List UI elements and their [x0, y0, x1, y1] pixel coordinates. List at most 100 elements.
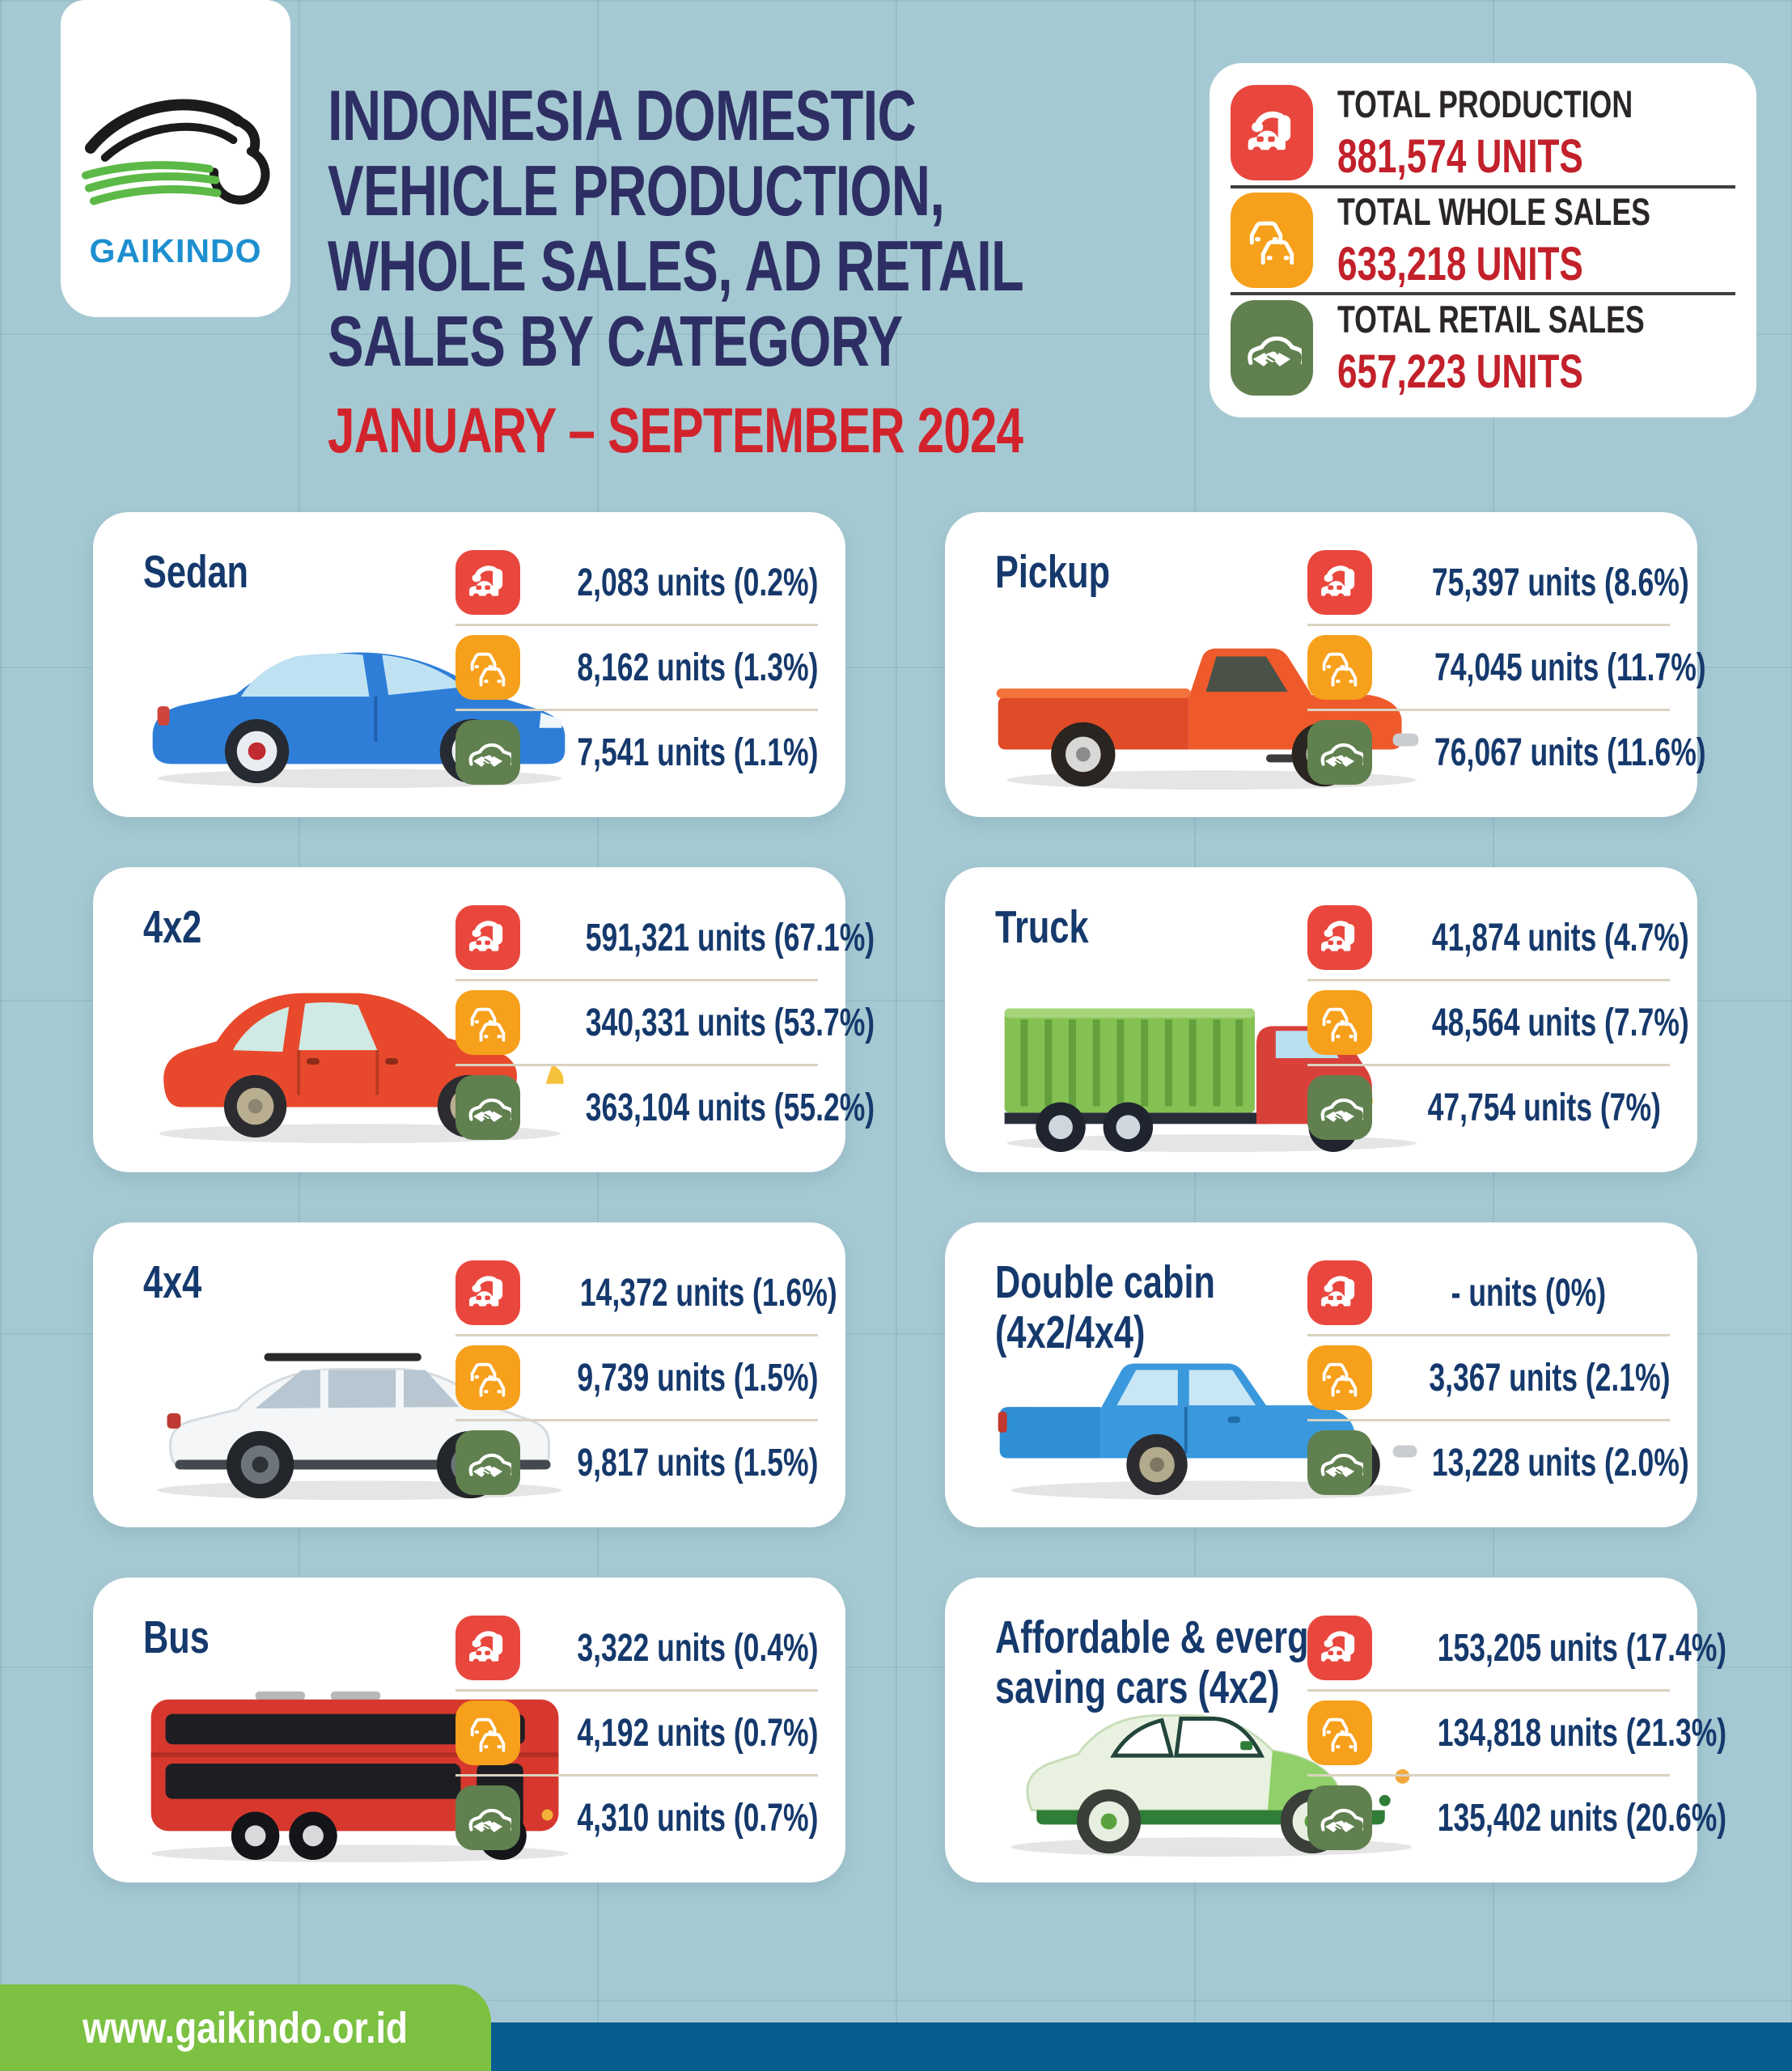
total-retail-sales-label: TOTAL RETAIL SALES: [1337, 297, 1645, 341]
retail-stat-row: 76,067 units (11.6%): [1307, 709, 1706, 794]
retail-handshake-icon: [1307, 1430, 1372, 1495]
wholesale-stat-row: 3,367 units (2.1%): [1307, 1334, 1670, 1419]
category-cards-grid: Sedan 2,083 units (0.2%) 8,162 units (1.…: [93, 512, 1726, 1883]
total-production-value: 881,574 UNITS: [1337, 130, 1583, 184]
production-car-arm-icon: [455, 1616, 520, 1680]
category-title: 4x2: [143, 901, 202, 953]
category-title: Bus: [143, 1611, 210, 1663]
retail-handshake-icon: [1307, 1785, 1372, 1850]
production-stat-value: 41,874 units (4.7%): [1431, 916, 1689, 959]
production-stat-value: 2,083 units (0.2%): [577, 561, 819, 604]
wholesale-traffic-icon: [455, 635, 520, 700]
production-car-arm-icon: [1307, 1616, 1372, 1680]
category-stats: 591,321 units (67.1%) 340,331 units (53.…: [455, 896, 875, 1149]
total-retail-sales-row: TOTAL RETAIL SALES 657,223 UNITS: [1231, 292, 1735, 400]
production-stat-value: 75,397 units (8.6%): [1431, 561, 1689, 604]
wholesale-traffic-icon: [455, 1700, 520, 1765]
production-stat-row: 75,397 units (8.6%): [1307, 541, 1689, 624]
production-stat-row: 3,322 units (0.4%): [455, 1607, 818, 1689]
category-stats: 75,397 units (8.6%) 74,045 units (11.7%)…: [1307, 541, 1706, 794]
total-retail-sales-value: 657,223 UNITS: [1337, 345, 1583, 398]
wholesale-stat-value: 134,818 units (21.3%): [1437, 1711, 1727, 1755]
wholesale-traffic-icon: [1231, 193, 1313, 288]
wholesale-traffic-icon: [455, 1345, 520, 1410]
production-car-arm-icon: [1231, 85, 1313, 181]
card-affordable-energy-saving: Affordable & evergy-saving cars (4x2) 15…: [945, 1578, 1726, 1883]
total-production-row: TOTAL PRODUCTION 881,574 UNITS: [1231, 81, 1735, 185]
retail-handshake-icon: [1307, 1075, 1372, 1140]
card-truck: Truck 41,874 units (4.7%) 48,564 units (…: [945, 867, 1697, 1172]
production-stat-row: 41,874 units (4.7%): [1307, 896, 1689, 979]
production-stat-row: 591,321 units (67.1%): [455, 896, 875, 979]
page-title-line-3: WHOLE SALES, AD RETAIL: [328, 226, 1024, 306]
card-double-cabin: Double cabin (4x2/4x4) - units (0%) 3,36…: [945, 1222, 1697, 1527]
production-stat-value: - units (0%): [1451, 1271, 1606, 1315]
production-stat-value: 153,205 units (17.4%): [1437, 1626, 1727, 1670]
wholesale-stat-value: 48,564 units (7.7%): [1431, 1001, 1689, 1044]
category-title: Pickup: [995, 546, 1111, 598]
gaikindo-wordmark: GAIKINDO: [89, 232, 262, 269]
retail-stat-value: 7,541 units (1.1%): [577, 731, 819, 774]
production-car-arm-icon: [455, 905, 520, 970]
production-stat-value: 591,321 units (67.1%): [585, 916, 875, 959]
gaikindo-car-swoosh-icon: [79, 78, 272, 221]
page-title-line-2: VEHICLE PRODUCTION,: [328, 150, 945, 231]
wholesale-stat-value: 8,162 units (1.3%): [577, 646, 819, 689]
category-stats: 153,205 units (17.4%) 134,818 units (21.…: [1307, 1607, 1726, 1859]
card-bus: Bus 3,322 units (0.4%) 4,192 units (0.7%…: [93, 1578, 845, 1883]
category-stats: 2,083 units (0.2%) 8,162 units (1.3%) 7,…: [455, 541, 818, 794]
gaikindo-logo-card: GAIKINDO: [61, 0, 290, 317]
category-stats: - units (0%) 3,367 units (2.1%) 13,228 u…: [1307, 1251, 1689, 1504]
production-stat-value: 3,322 units (0.4%): [577, 1626, 819, 1670]
retail-handshake-icon: [1231, 299, 1313, 396]
retail-handshake-icon: [455, 1430, 520, 1495]
category-stats: 14,372 units (1.6%) 9,739 units (1.5%) 9…: [455, 1251, 837, 1504]
card-4x4: 4x4 14,372 units (1.6%) 9,739 units (1.5…: [93, 1222, 845, 1527]
category-title: Double cabin (4x2/4x4): [995, 1256, 1215, 1358]
retail-stat-value: 47,754 units (7%): [1427, 1086, 1661, 1129]
category-title: 4x4: [143, 1256, 202, 1308]
wholesale-traffic-icon: [1307, 635, 1372, 700]
wholesale-stat-row: 9,739 units (1.5%): [455, 1334, 818, 1419]
production-stat-row: 14,372 units (1.6%): [455, 1251, 837, 1334]
wholesale-stat-row: 8,162 units (1.3%): [455, 624, 818, 709]
retail-stat-value: 76,067 units (11.6%): [1434, 731, 1706, 774]
card-sedan: Sedan 2,083 units (0.2%) 8,162 units (1.…: [93, 512, 845, 817]
total-whole-sales-row: TOTAL WHOLE SALES 633,218 UNITS: [1231, 184, 1735, 293]
footer-url-ribbon: www.gaikindo.or.id: [0, 1984, 491, 2071]
retail-stat-value: 9,817 units (1.5%): [577, 1441, 819, 1484]
production-stat-value: 14,372 units (1.6%): [579, 1271, 837, 1315]
wholesale-stat-value: 9,739 units (1.5%): [577, 1356, 819, 1400]
retail-stat-row: 135,402 units (20.6%): [1307, 1774, 1726, 1859]
wholesale-stat-row: 4,192 units (0.7%): [455, 1689, 818, 1774]
wholesale-traffic-icon: [1307, 990, 1372, 1055]
production-car-arm-icon: [1307, 550, 1372, 615]
retail-handshake-icon: [455, 1785, 520, 1850]
retail-stat-row: 363,104 units (55.2%): [455, 1064, 875, 1149]
page-title-line-1: INDONESIA DOMESTIC: [328, 75, 917, 155]
retail-stat-value: 135,402 units (20.6%): [1437, 1796, 1727, 1840]
total-production-label: TOTAL PRODUCTION: [1337, 83, 1633, 126]
retail-stat-row: 7,541 units (1.1%): [455, 709, 818, 794]
retail-stat-value: 4,310 units (0.7%): [577, 1796, 819, 1840]
page-title-line-4: SALES BY CATEGORY: [328, 301, 903, 381]
wholesale-stat-value: 340,331 units (53.7%): [585, 1001, 875, 1044]
wholesale-traffic-icon: [1307, 1700, 1372, 1765]
retail-stat-row: 4,310 units (0.7%): [455, 1774, 818, 1859]
card-pickup: Pickup 75,397 units (8.6%) 74,045 units …: [945, 512, 1706, 817]
header: INDONESIA DOMESTIC VEHICLE PRODUCTION, W…: [328, 78, 1218, 468]
retail-stat-row: 9,817 units (1.5%): [455, 1419, 818, 1504]
wholesale-stat-row: 48,564 units (7.7%): [1307, 979, 1689, 1064]
total-whole-sales-label: TOTAL WHOLE SALES: [1337, 190, 1650, 233]
wholesale-traffic-icon: [455, 990, 520, 1055]
retail-stat-row: 47,754 units (7%): [1307, 1064, 1670, 1149]
category-stats: 3,322 units (0.4%) 4,192 units (0.7%) 4,…: [455, 1607, 818, 1859]
wholesale-stat-value: 74,045 units (11.7%): [1434, 646, 1706, 689]
retail-handshake-icon: [455, 1075, 520, 1140]
category-title: Affordable & evergy-saving cars (4x2): [995, 1611, 1341, 1713]
production-car-arm-icon: [455, 1260, 520, 1325]
wholesale-traffic-icon: [1307, 1345, 1372, 1410]
production-car-arm-icon: [1307, 1260, 1372, 1325]
totals-summary-card: TOTAL PRODUCTION 881,574 UNITS TOTAL WHO…: [1209, 63, 1756, 417]
